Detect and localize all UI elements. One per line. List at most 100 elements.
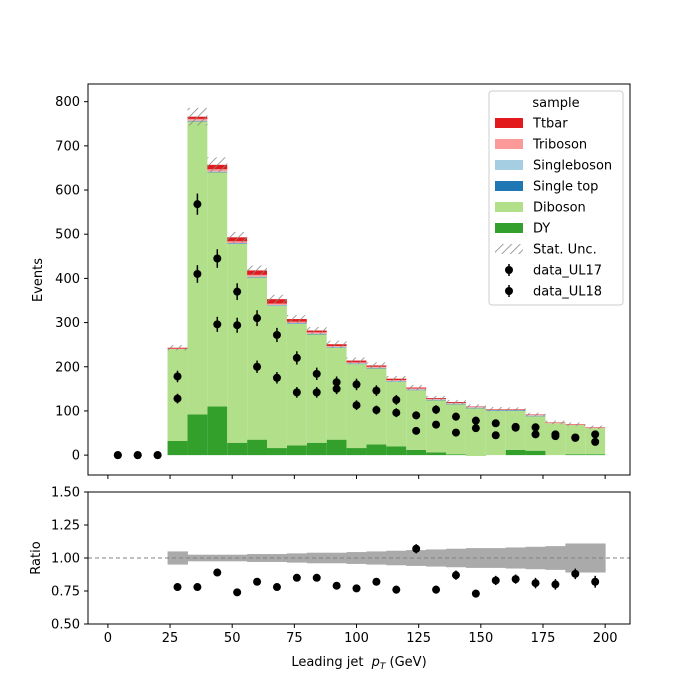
stat-unc-6 — [286, 315, 307, 324]
main-ytick-label-200: 200 — [55, 360, 80, 375]
point-data-ul18-7 — [253, 362, 262, 371]
legend-entries: Ttbar Triboson Singleboson Single top Diboso… — [495, 117, 612, 300]
legend-label-triboson: Triboson — [532, 138, 587, 153]
point-data-ul18-2 — [153, 451, 162, 460]
bar-diboson-2 — [207, 172, 228, 407]
point-data-ul17-18 — [471, 416, 480, 425]
ratio-point-16 — [491, 576, 500, 585]
legend-marker-data-ul17 — [505, 266, 513, 274]
ratio-xtick-label-4: 100 — [344, 631, 369, 646]
ratio-point-8 — [332, 581, 341, 590]
ratio-band-19 — [545, 546, 566, 570]
bar-dy-3 — [227, 442, 248, 456]
ratio-band-6 — [286, 553, 308, 563]
ratio-x-ticks: 0 25 50 75 100 125 150 175 200 — [104, 624, 618, 646]
stat-unc-12 — [406, 384, 427, 391]
ratio-ytick-label-4: 1.50 — [51, 486, 80, 501]
point-data-ul17-16 — [432, 405, 441, 414]
point-data-ul17-3 — [173, 372, 182, 381]
point-data-ul18-22 — [551, 432, 560, 441]
main-ytick-label-0: 0 — [72, 449, 80, 464]
point-data-ul18-1 — [133, 451, 142, 460]
stat-unc-21 — [585, 425, 606, 430]
ratio-xtick-label-2: 50 — [224, 631, 241, 646]
legend-label-data-ul17: data_UL17 — [533, 264, 602, 279]
point-data-ul18-12 — [352, 401, 361, 410]
bar-dy-12 — [406, 449, 427, 456]
stat-unc-5 — [267, 294, 287, 304]
stat-unc-20 — [565, 422, 586, 426]
bar-dy-17 — [505, 449, 526, 456]
bar-dy-18 — [525, 450, 546, 456]
stat-unc-18 — [525, 412, 546, 417]
x-axis-label-subscript: T — [380, 662, 387, 672]
x-axis-label-text: Leading jet — [291, 655, 367, 670]
stat-unc-14 — [446, 399, 466, 405]
bar-dy-8 — [326, 439, 347, 456]
legend-marker-data-ul18 — [505, 287, 513, 295]
ratio-band-7 — [306, 552, 328, 564]
ratio-ytick-label-2: 1.00 — [51, 552, 80, 567]
point-data-ul17-15 — [412, 411, 421, 420]
stat-unc-8 — [326, 340, 347, 348]
stat-unc-2 — [207, 157, 228, 173]
point-data-ul18-8 — [272, 373, 281, 382]
legend-label-dy: DY — [533, 222, 550, 237]
ratio-band-13 — [426, 549, 447, 567]
main-ytick-label-400: 400 — [55, 272, 80, 287]
stat-unc-13 — [426, 395, 447, 401]
main-y-ticks: 0 100 200 300 400 500 600 700 800 — [55, 95, 88, 464]
ratio-ytick-label-0: 0.50 — [51, 618, 80, 633]
bar-dy-7 — [306, 442, 327, 456]
legend-swatch-singleboson — [495, 160, 523, 170]
point-data-ul17-14 — [392, 395, 401, 404]
ratio-band-12 — [406, 550, 427, 566]
point-data-ul18-18 — [471, 424, 480, 433]
main-ytick-label-100: 100 — [55, 404, 80, 419]
ratio-band-0 — [167, 551, 188, 565]
stat-unc-17 — [505, 407, 526, 411]
bar-dy-14 — [446, 454, 466, 456]
bar-dy-5 — [267, 448, 287, 456]
point-data-ul18-9 — [292, 388, 301, 397]
ratio-band-18 — [525, 546, 546, 570]
bar-dy-21 — [585, 454, 606, 456]
point-data-ul17-11 — [332, 378, 341, 387]
stat-unc-16 — [485, 406, 506, 412]
point-data-ul18-5 — [213, 320, 222, 329]
point-data-ul17-13 — [372, 386, 381, 395]
legend-label-singleboson: Singleboson — [533, 159, 612, 174]
main-ytick-label-300: 300 — [55, 316, 80, 331]
point-data-ul17-24 — [591, 430, 600, 439]
point-data-ul17-4 — [193, 200, 202, 209]
point-data-ul18-10 — [312, 388, 321, 397]
legend-label-diboson: Diboson — [533, 201, 586, 216]
bar-triboson-5 — [267, 303, 287, 305]
bar-dy-0 — [167, 440, 188, 456]
bar-dy-13 — [426, 452, 447, 456]
point-data-ul18-24 — [591, 437, 600, 446]
point-data-ul18-19 — [491, 431, 500, 440]
point-data-ul17-5 — [213, 254, 222, 263]
ratio-point-6 — [292, 573, 301, 582]
point-data-ul18-3 — [173, 394, 182, 403]
stat-unc-19 — [545, 420, 566, 425]
point-data-ul18-0 — [113, 451, 122, 460]
stat-unc-4 — [247, 265, 268, 276]
legend-swatch-triboson — [495, 139, 523, 149]
main-ytick-label-600: 600 — [55, 184, 80, 199]
ratio-band-14 — [446, 548, 467, 568]
legend-swatch-diboson — [495, 202, 523, 212]
ratio-band-1 — [187, 554, 208, 562]
main-x-ticks — [107, 475, 606, 479]
bar-dy-4 — [247, 439, 268, 456]
bar-dy-10 — [366, 444, 387, 456]
ratio-y-axis-label: Ratio — [29, 541, 44, 574]
x-axis-label-variable: p — [371, 655, 380, 670]
bar-dy-2 — [207, 406, 228, 456]
ratio-point-0 — [173, 583, 182, 592]
ratio-band-20 — [565, 543, 586, 573]
legend-swatch-dy — [495, 223, 523, 233]
point-data-ul18-6 — [233, 321, 242, 330]
